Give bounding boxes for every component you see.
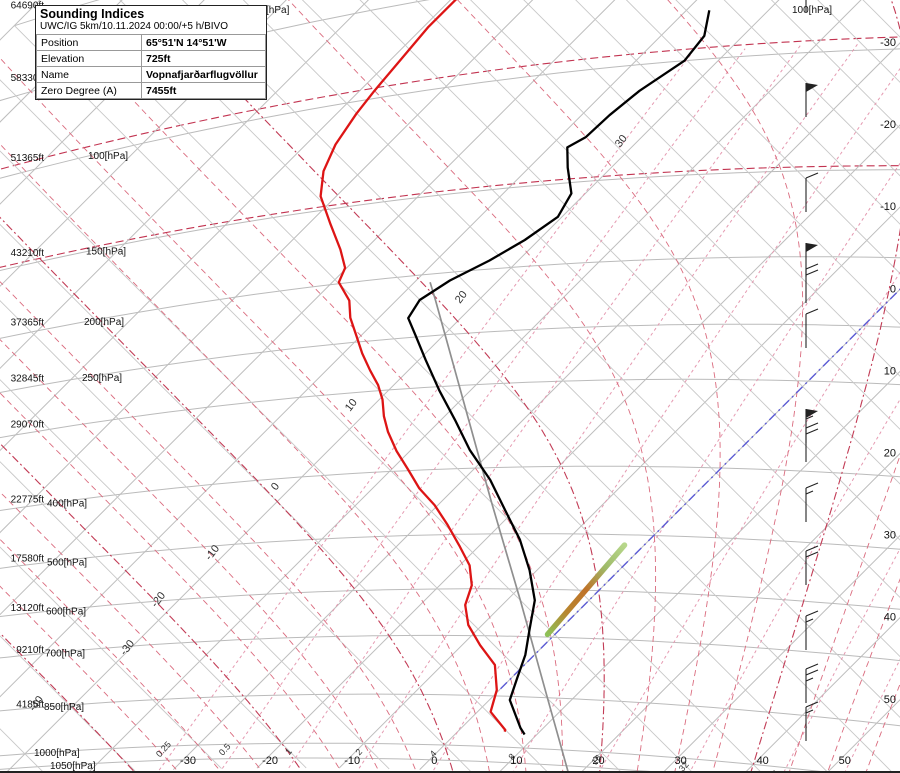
temperature-curve [407, 10, 711, 736]
row-label: Zero Degree (A) [36, 82, 142, 99]
table-row: Position 65°51'N 14°51'W [36, 34, 266, 51]
bottom-temp-label: -10 [344, 755, 360, 767]
pressure-label: 400[hPa] [47, 499, 87, 510]
altitude-label: 22775ft [11, 494, 45, 505]
bottom-temp-label: 0 [431, 755, 437, 767]
pressure-label: 1000[hPa] [34, 748, 80, 759]
sounding-indices-panel: Sounding Indices UWC/IG 5km/10.11.2024 0… [35, 5, 267, 100]
mixing-ratio-label: 2 [353, 747, 364, 757]
row-label: Elevation [36, 50, 142, 67]
pressure-label: 100[hPa] [88, 151, 128, 162]
altitude-label: 17580ft [11, 554, 45, 565]
bottom-temp-label: 10 [510, 755, 522, 767]
altitude-label: 37365ft [11, 318, 45, 329]
altitude-label: 32845ft [11, 373, 45, 384]
mixing-ratio-label: 1 [283, 746, 294, 756]
wind-barbs [805, 0, 819, 741]
adiabat-label: -30 [118, 638, 137, 658]
altitude-label: 13120ft [11, 603, 45, 614]
bottom-temp-label: 30 [674, 755, 686, 767]
table-row: Elevation 725ft [36, 50, 266, 67]
table-row: Name Vopnafjarðarflugvöllur [36, 66, 266, 83]
row-value: 65°51'N 14°51'W [141, 34, 266, 51]
right-temp-label: 20 [884, 448, 896, 460]
altitude-label: 58330ft [11, 73, 45, 84]
corner-pressure-label: [hPa] [266, 5, 290, 16]
adiabat-label: 30 [613, 133, 630, 150]
pressure-label: 600[hPa] [46, 606, 86, 617]
adiabat-label: 20 [453, 289, 470, 306]
mixing-ratio-label: 0.25 [154, 739, 173, 759]
lapse-rate-marker [544, 542, 628, 638]
pressure-label: 700[hPa] [45, 648, 85, 659]
dewpoint-curve [319, 0, 507, 733]
row-value: 7455ft [141, 82, 266, 99]
bottom-temp-label: 50 [839, 755, 851, 767]
pressure-label: 500[hPa] [47, 557, 87, 568]
right-temp-label: 50 [884, 694, 896, 706]
corner-pressure-label: 100[hPa] [792, 5, 832, 16]
pressure-label: 850[hPa] [44, 702, 84, 713]
altitude-label: 51365ft [11, 153, 45, 164]
mixing-ratio-label: 4 [428, 748, 439, 758]
adiabat-label: 0 [269, 481, 282, 493]
mixing-ratio-label: 64 [767, 768, 781, 773]
pressure-label: 1050[hPa] [50, 761, 96, 772]
right-temp-label: -20 [880, 119, 896, 131]
panel-title: Sounding Indices [40, 7, 145, 21]
right-temp-label: -30 [880, 37, 896, 49]
bottom-temp-label: 40 [757, 755, 769, 767]
bottom-temp-label: 20 [592, 755, 604, 767]
pressure-label: 200[hPa] [84, 317, 124, 328]
grid-mixing-ratio-lines [158, 42, 900, 773]
row-value: 725ft [141, 50, 266, 67]
parcel-curve [429, 281, 570, 773]
right-temp-label: 40 [884, 612, 896, 624]
right-temp-label: -10 [880, 201, 896, 213]
right-temp-label: 0 [890, 283, 896, 295]
adiabat-label: -20 [149, 590, 168, 610]
right-temp-label: 10 [884, 365, 896, 377]
right-temp-label: 30 [884, 530, 896, 542]
mixing-ratio-label: 8 [506, 752, 517, 762]
mixing-ratio-label: 16 [590, 753, 604, 767]
adiabat-label: 10 [343, 397, 360, 414]
altitude-label: 4185ft [16, 699, 44, 710]
pressure-label: 250[hPa] [82, 373, 122, 384]
indices-table: Position 65°51'N 14°51'W Elevation 725ft… [36, 34, 266, 99]
altitude-label: 9210ft [16, 645, 44, 656]
bottom-temp-label: -30 [180, 755, 196, 767]
upper-red-dashed-lines [0, 36, 900, 268]
altitude-label: 43210ft [11, 248, 45, 259]
row-value: Vopnafjarðarflugvöllur [141, 66, 266, 83]
altitude-label: 64690ft [11, 0, 45, 11]
altitude-label: 29070ft [11, 420, 45, 431]
table-row: Zero Degree (A) 7455ft [36, 82, 266, 99]
panel-subtitle: UWC/IG 5km/10.11.2024 00:00/+5 h/BIVO [40, 21, 228, 32]
bottom-temp-label: -20 [262, 755, 278, 767]
pressure-label: 150[hPa] [86, 247, 126, 258]
row-label: Position [36, 34, 142, 51]
row-label: Name [36, 66, 142, 83]
